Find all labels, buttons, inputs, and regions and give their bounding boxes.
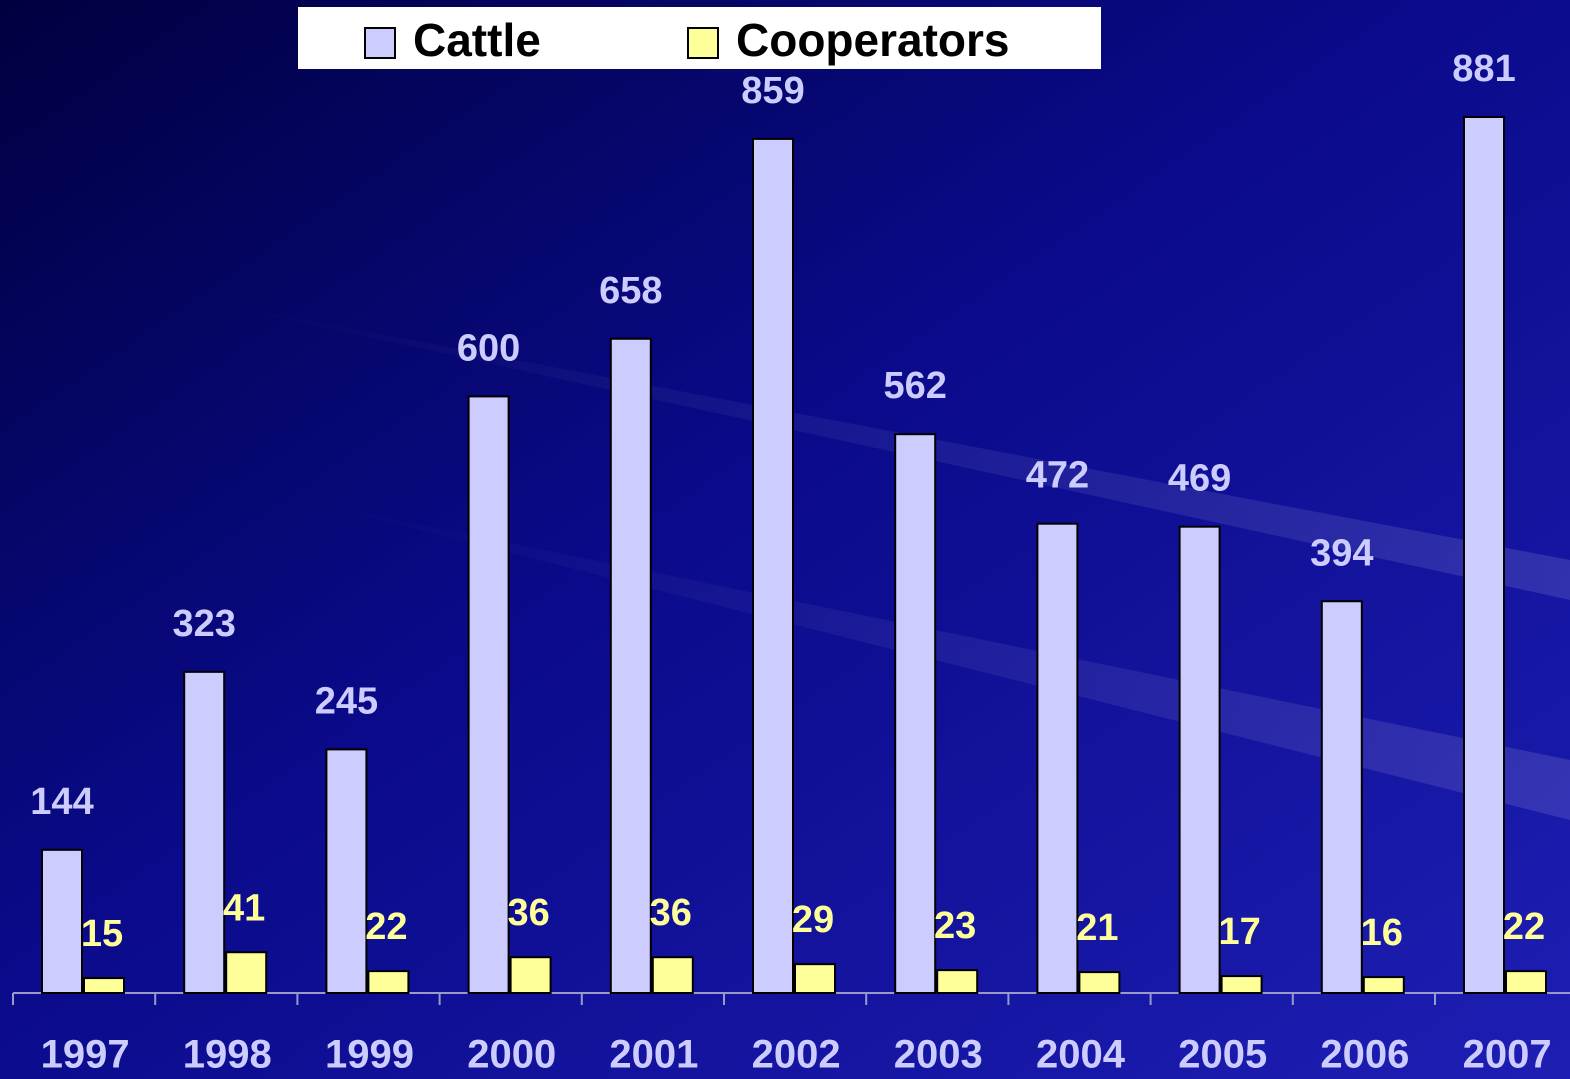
bar <box>609 337 652 994</box>
bar <box>367 970 410 995</box>
x-tick-label: 1997 <box>41 1033 130 1077</box>
x-tick-label: 2004 <box>1036 1033 1126 1077</box>
data-label: 394 <box>1310 532 1373 574</box>
data-label: 22 <box>1503 906 1545 948</box>
data-label: 15 <box>81 913 123 955</box>
bar <box>225 951 268 995</box>
data-label: 323 <box>172 603 235 645</box>
bar <box>183 670 226 995</box>
x-tick-label: 2006 <box>1320 1033 1409 1077</box>
data-label: 17 <box>1218 911 1260 953</box>
data-label: 29 <box>792 899 834 941</box>
bar <box>794 963 836 994</box>
data-label: 881 <box>1452 48 1515 90</box>
data-label: 859 <box>741 70 804 112</box>
data-label: 16 <box>1361 912 1403 954</box>
bar <box>1078 971 1121 994</box>
data-label: 36 <box>507 892 549 934</box>
bar <box>1220 975 1263 995</box>
data-label: 469 <box>1168 458 1231 500</box>
data-label: 245 <box>315 680 378 722</box>
x-tick-label: 2001 <box>609 1033 698 1077</box>
legend: Cattle Cooperators <box>364 14 1009 66</box>
background-ray <box>200 300 1570 600</box>
data-label: 600 <box>457 327 520 369</box>
data-label: 562 <box>883 365 946 407</box>
bar <box>1463 116 1505 994</box>
legend-label: Cattle <box>413 14 541 66</box>
data-label: 21 <box>1076 907 1118 949</box>
x-tick-label: 2005 <box>1178 1033 1267 1077</box>
data-label: 36 <box>650 892 692 934</box>
bar <box>467 395 510 995</box>
bar <box>325 748 368 994</box>
data-label: 23 <box>934 905 976 947</box>
bar <box>894 433 937 994</box>
bar <box>1362 976 1405 994</box>
data-label: 144 <box>30 781 93 823</box>
bar <box>41 848 83 994</box>
legend-swatch <box>687 27 719 59</box>
bar <box>1036 522 1079 995</box>
legend-swatch <box>364 27 396 59</box>
bar <box>83 977 125 995</box>
bar <box>1178 525 1221 994</box>
x-tick-label: 1999 <box>325 1033 414 1077</box>
data-label: 22 <box>365 906 407 948</box>
x-tick-label: 2002 <box>752 1033 841 1077</box>
bar <box>651 956 694 994</box>
bar <box>752 137 794 994</box>
bar <box>1505 970 1547 995</box>
bar <box>509 956 552 994</box>
bar <box>1320 600 1363 994</box>
data-label: 472 <box>1026 455 1089 497</box>
x-tick-label: 2007 <box>1463 1033 1552 1077</box>
x-tick-label: 1998 <box>183 1033 272 1077</box>
x-tick-label: 2000 <box>467 1033 556 1077</box>
data-label: 658 <box>599 270 662 312</box>
x-tick-label: 2003 <box>894 1033 983 1077</box>
bar <box>936 969 979 995</box>
legend-label: Cooperators <box>736 14 1009 66</box>
data-label: 41 <box>223 887 265 929</box>
